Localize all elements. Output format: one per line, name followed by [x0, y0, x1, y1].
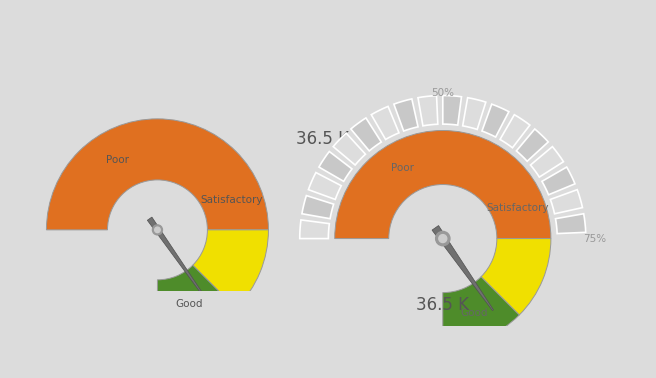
- Text: 50%: 50%: [431, 88, 455, 98]
- Circle shape: [439, 235, 447, 243]
- Text: Poor: Poor: [106, 155, 129, 165]
- Wedge shape: [47, 119, 268, 230]
- Text: Satisfactory: Satisfactory: [487, 203, 549, 213]
- Wedge shape: [462, 98, 486, 129]
- Wedge shape: [335, 130, 551, 239]
- Wedge shape: [418, 96, 438, 126]
- Wedge shape: [516, 129, 548, 161]
- Text: Satisfactory: Satisfactory: [201, 195, 263, 205]
- Wedge shape: [319, 152, 352, 181]
- Text: Poor: Poor: [391, 163, 414, 174]
- Wedge shape: [302, 195, 334, 219]
- Text: 36.5 K: 36.5 K: [417, 296, 469, 314]
- Text: Good: Good: [461, 308, 488, 318]
- Wedge shape: [193, 230, 268, 308]
- Text: Good: Good: [175, 299, 203, 309]
- Text: 36.5 K: 36.5 K: [297, 130, 349, 148]
- Wedge shape: [481, 239, 551, 315]
- Circle shape: [152, 225, 163, 235]
- Wedge shape: [482, 104, 509, 137]
- Wedge shape: [556, 214, 586, 234]
- Wedge shape: [371, 107, 399, 139]
- Wedge shape: [550, 190, 583, 214]
- Wedge shape: [500, 115, 530, 148]
- Wedge shape: [443, 96, 461, 125]
- Wedge shape: [394, 99, 418, 131]
- Wedge shape: [333, 133, 365, 165]
- Polygon shape: [148, 217, 210, 305]
- Wedge shape: [351, 118, 381, 151]
- Wedge shape: [443, 277, 520, 347]
- Wedge shape: [531, 147, 564, 177]
- Wedge shape: [308, 172, 341, 200]
- Circle shape: [155, 227, 160, 232]
- Polygon shape: [432, 226, 493, 311]
- Wedge shape: [300, 220, 329, 239]
- Wedge shape: [542, 167, 575, 195]
- Wedge shape: [157, 265, 236, 341]
- Text: 75%: 75%: [583, 234, 606, 243]
- Circle shape: [436, 231, 450, 246]
